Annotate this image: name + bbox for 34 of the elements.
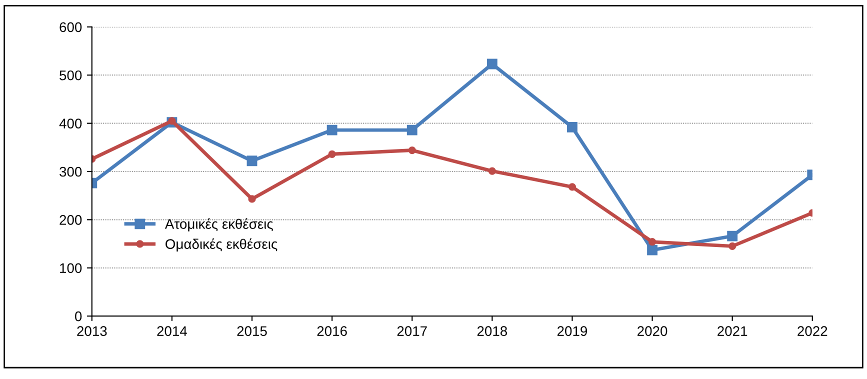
x-tick-label: 2016 [317, 326, 347, 336]
y-tick-label: 300 [60, 166, 82, 177]
point [727, 230, 738, 242]
y-tick-label: 500 [60, 70, 82, 80]
x-tick-label: 2014 [157, 326, 187, 336]
y-tick-label: 0 [75, 311, 82, 322]
x-tick-label: 2019 [557, 326, 588, 336]
x-tick-label: 2021 [718, 326, 748, 336]
point [728, 242, 736, 250]
point [246, 156, 258, 166]
y-tick-label: 100 [60, 263, 82, 274]
legend-label: Ομαδικές εκθέσεις [166, 238, 278, 252]
point [328, 150, 336, 158]
point [648, 238, 656, 246]
point [248, 195, 256, 203]
point [408, 146, 416, 154]
point [168, 117, 176, 125]
y-tick-label: 200 [60, 215, 82, 225]
legend-label: Ατομικές εκθέσεις [164, 218, 273, 232]
point [488, 167, 496, 175]
y-tick-label: 600 [60, 22, 82, 32]
point [326, 124, 338, 136]
x-tick-label: 2018 [477, 326, 508, 336]
point [647, 244, 658, 256]
x-tick-label: 2020 [638, 326, 668, 336]
x-tick-label: 2013 [77, 326, 107, 336]
point [568, 183, 576, 191]
x-tick-label: 2015 [237, 326, 267, 336]
point [567, 122, 578, 132]
point [406, 124, 418, 136]
point [486, 58, 498, 70]
y-tick-label: 400 [59, 118, 82, 128]
x-tick-label: 2022 [798, 326, 828, 336]
x-tick-label: 2017 [397, 326, 427, 336]
